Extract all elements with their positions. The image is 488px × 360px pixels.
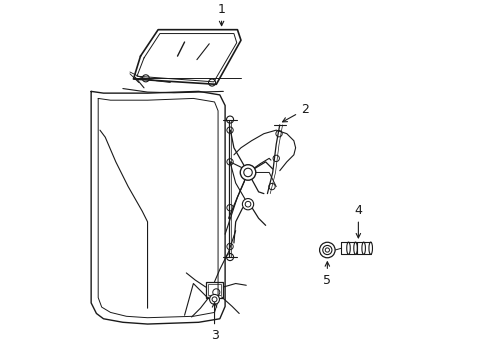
Text: 2: 2 <box>282 103 308 122</box>
Circle shape <box>240 165 255 180</box>
Text: 4: 4 <box>354 203 362 238</box>
Text: 5: 5 <box>323 262 331 287</box>
Circle shape <box>322 246 331 255</box>
Text: 1: 1 <box>217 3 225 26</box>
Bar <box>205 282 223 298</box>
Circle shape <box>242 199 253 210</box>
Bar <box>208 284 221 295</box>
Circle shape <box>319 242 334 258</box>
Circle shape <box>209 294 219 304</box>
Text: 3: 3 <box>210 303 218 342</box>
